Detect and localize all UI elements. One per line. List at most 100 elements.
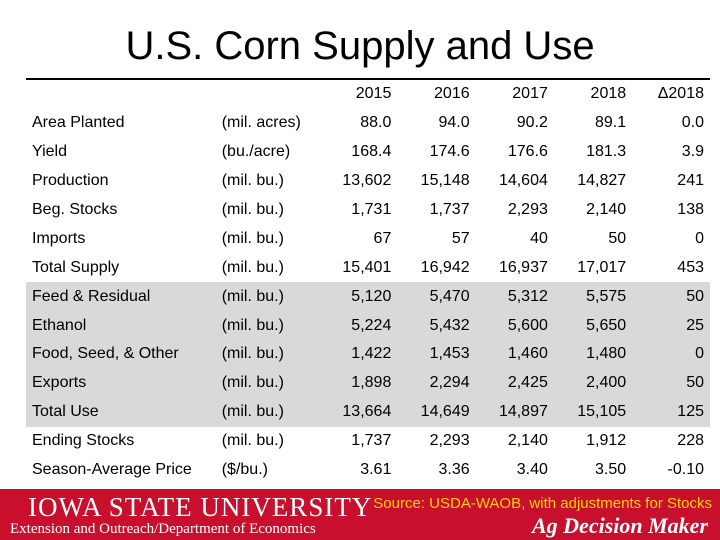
row-unit: (mil. bu.) — [217, 282, 325, 312]
row-label: Yield — [32, 143, 67, 161]
value-cell: 40 — [530, 229, 548, 247]
column-header: 2015 — [355, 85, 392, 103]
value-cell: 16,937 — [498, 258, 548, 276]
row-label: Total Use — [26, 397, 218, 427]
value-cell: 0.0 — [681, 114, 704, 132]
value-cell: 15,105 — [553, 397, 633, 427]
value-cell: 13,664 — [324, 397, 398, 427]
row-label: Food, Seed, & Other — [26, 340, 218, 369]
value-cell: 138 — [677, 201, 704, 218]
value-cell: 5,650 — [553, 311, 633, 341]
value-cell: 50 — [632, 368, 710, 398]
value-cell: 67 — [373, 229, 392, 247]
table-row: Exports (mil. bu.) 1,898 2,294 2,425 2,400 50 — [26, 368, 710, 398]
value-cell: 1,453 — [397, 340, 476, 369]
value-cell: 1,731 — [351, 201, 392, 218]
value-cell: 1,480 — [553, 340, 633, 369]
column-header: 2016 — [434, 85, 470, 103]
value-cell: 50 — [608, 229, 627, 247]
row-unit: (mil. bu.) — [221, 172, 284, 190]
row-unit: (mil. bu.) — [221, 201, 284, 218]
table-row: Ending Stocks (mil. bu.) 1,737 2,293 2,140 1,… — [26, 427, 710, 456]
header-row: 2015 2016 2017 2018 Δ2018 — [26, 80, 710, 109]
row-unit: (mil. bu.) — [217, 340, 325, 369]
table-row: Imports (mil. bu.) 67 57 40 50 0 — [26, 224, 710, 253]
value-cell: 3.9 — [681, 143, 704, 161]
row-label: Imports — [32, 229, 86, 247]
value-cell: 5,312 — [475, 282, 554, 312]
table-row: Production (mil. bu.) 13,602 15,148 14,604 14… — [26, 167, 710, 196]
value-cell: 14,649 — [397, 397, 476, 427]
table-row: Total Use (mil. bu.) 13,664 14,649 14,897 15,… — [26, 397, 710, 427]
value-cell: 0 — [695, 229, 704, 247]
row-label: Feed & Residual — [26, 282, 218, 312]
value-cell: 5,600 — [475, 311, 554, 341]
table-row: Total Supply (mil. bu.) 15,401 16,942 16,937… — [26, 253, 710, 282]
value-cell: 16,942 — [420, 258, 470, 276]
value-cell: 3.40 — [516, 461, 548, 479]
value-cell: 90.2 — [516, 114, 548, 132]
row-unit: (mil. bu.) — [221, 229, 284, 247]
value-cell: 5,224 — [324, 311, 398, 341]
value-cell: -0.10 — [667, 461, 704, 479]
table-row: Season-Average Price ($/bu.) 3.61 3.36 3.40 3… — [26, 456, 710, 485]
row-label: Total Supply — [32, 258, 120, 276]
value-cell: 3.61 — [360, 461, 392, 479]
value-cell: 14,827 — [577, 172, 627, 190]
brand-logo-text: Ag Decision Maker — [532, 513, 708, 538]
table-row: Ethanol (mil. bu.) 5,224 5,432 5,600 5,650 25 — [26, 311, 710, 341]
value-cell: 57 — [451, 229, 470, 247]
value-cell: 3.50 — [595, 461, 627, 479]
table-row: Food, Seed, & Other (mil. bu.) 1,422 1,453 1… — [26, 340, 710, 369]
value-cell: 13,602 — [342, 172, 392, 190]
row-unit: (mil. bu.) — [217, 397, 325, 427]
row-label: Exports — [26, 368, 218, 398]
table-row: Yield (bu./acre) 168.4 174.6 176.6 181.3 3.9 — [26, 138, 710, 167]
value-cell: 181.3 — [586, 143, 627, 161]
value-cell: 1,912 — [586, 432, 627, 450]
value-cell: 228 — [677, 432, 704, 450]
column-header: Δ2018 — [657, 85, 704, 103]
value-cell: 5,432 — [397, 311, 476, 341]
value-cell: 1,898 — [324, 368, 398, 398]
value-cell: 89.1 — [595, 114, 627, 132]
value-cell: 25 — [632, 311, 710, 341]
value-cell: 3.36 — [438, 461, 470, 479]
header-rule — [26, 78, 710, 80]
value-cell: 1,737 — [351, 432, 392, 450]
row-label: Season-Average Price — [32, 461, 192, 479]
table-row: Beg. Stocks (mil. bu.) 1,731 1,737 2,293 2,14… — [26, 196, 710, 225]
value-cell: 174.6 — [429, 143, 470, 161]
table-row: Feed & Residual (mil. bu.) 5,120 5,470 5,312… — [26, 282, 710, 312]
value-cell: 5,470 — [397, 282, 476, 312]
value-cell: 50 — [632, 282, 710, 312]
row-unit: (mil. acres) — [221, 114, 301, 132]
value-cell: 453 — [677, 258, 704, 276]
value-cell: 14,604 — [498, 172, 548, 190]
row-label: Production — [32, 172, 109, 190]
value-cell: 176.6 — [507, 143, 548, 161]
value-cell: 0 — [632, 340, 710, 369]
value-cell: 2,140 — [586, 201, 627, 218]
value-cell: 1,422 — [324, 340, 398, 369]
supply-use-table: 2015 2016 2017 2018 Δ2018 Area Planted (m… — [26, 80, 710, 484]
row-label: Area Planted — [32, 114, 125, 132]
row-label: Beg. Stocks — [32, 201, 118, 218]
column-header: 2018 — [590, 85, 627, 103]
value-cell: 5,120 — [324, 282, 398, 312]
row-unit: (mil. bu.) — [221, 432, 284, 450]
table-row: Area Planted (mil. acres) 88.0 94.0 90.2 89.1… — [26, 109, 710, 138]
row-label: Ethanol — [26, 311, 218, 341]
value-cell: 2,140 — [507, 432, 548, 450]
row-label: Ending Stocks — [32, 432, 135, 450]
page-title: U.S. Corn Supply and Use — [125, 24, 595, 68]
value-cell: 168.4 — [351, 143, 392, 161]
value-cell: 94.0 — [438, 114, 470, 132]
value-cell: 241 — [677, 172, 704, 190]
value-cell: 125 — [632, 397, 710, 427]
row-unit: ($/bu.) — [221, 461, 268, 479]
value-cell: 15,148 — [420, 172, 470, 190]
value-cell: 2,425 — [475, 368, 554, 398]
value-cell: 5,575 — [553, 282, 633, 312]
value-cell: 88.0 — [360, 114, 392, 132]
